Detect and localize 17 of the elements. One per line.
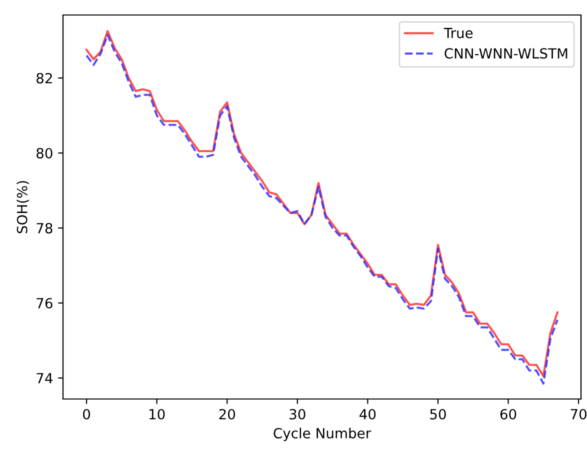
y-tick-label: 82	[36, 72, 52, 84]
x-tick-label: 10	[150, 408, 165, 420]
x-tick-label: 50	[430, 408, 446, 420]
x-tick-label: 20	[219, 408, 236, 420]
x-axis-title: Cycle Number	[274, 428, 372, 442]
y-tick-label: 76	[36, 298, 52, 308]
legend-label: True	[444, 28, 473, 38]
x-tick-label: 70	[570, 408, 586, 420]
y-tick-label: 80	[36, 148, 52, 158]
x-tick-label: 0	[83, 408, 90, 420]
y-axis-title: SOH(%)	[16, 181, 29, 234]
y-tick-label: 78	[36, 222, 52, 234]
legend-label: CNN-WNN-WLSTM	[444, 48, 568, 59]
y-tick-label: 74	[36, 373, 52, 384]
x-tick-label: 60	[500, 408, 516, 420]
x-tick-label: 40	[360, 408, 376, 420]
x-tick-label: 30	[290, 408, 306, 420]
